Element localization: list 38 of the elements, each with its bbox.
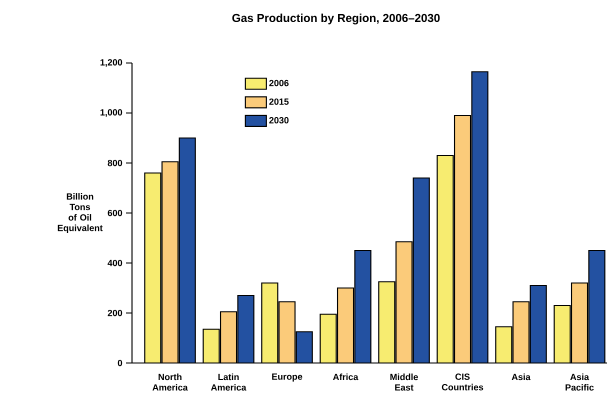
y-tick-label: 600 xyxy=(108,210,122,216)
bar xyxy=(354,250,371,363)
y-axis-title: Billion Tons of Oil Equivalent xyxy=(58,193,103,233)
x-tick-label: Africa xyxy=(332,374,358,380)
y-tick-label: 1,000 xyxy=(100,109,122,117)
x-tick-label: CIS Countries xyxy=(442,374,484,390)
chart-title: Gas Production by Region, 2006–2030 xyxy=(232,14,440,24)
bar xyxy=(179,138,196,363)
x-tick-label: Asia Pacific xyxy=(566,374,594,391)
bar xyxy=(162,162,178,363)
x-tick-label: Asia xyxy=(512,374,531,380)
bar xyxy=(530,286,546,363)
bar xyxy=(279,302,296,363)
y-tick-label: 1,200 xyxy=(100,59,122,67)
x-tick-label: Europe xyxy=(272,374,302,382)
y-tick-label: 0 xyxy=(118,360,122,366)
bar xyxy=(437,156,454,363)
bar xyxy=(238,296,254,363)
bar xyxy=(396,242,412,363)
bar xyxy=(338,288,354,363)
bar xyxy=(296,332,312,363)
bar xyxy=(588,250,606,363)
y-tick-label: 400 xyxy=(108,260,122,266)
bar xyxy=(472,72,488,363)
bar xyxy=(570,282,588,363)
legend-label: 2015 xyxy=(269,98,289,105)
x-tick-label: Latin America xyxy=(210,374,246,391)
x-tick-label: North America xyxy=(152,374,188,391)
legend-label: 2006 xyxy=(269,80,289,86)
y-tick-label: 200 xyxy=(108,310,122,316)
legend-label: 2030 xyxy=(269,117,289,124)
bar xyxy=(413,178,430,363)
bar xyxy=(513,302,530,363)
x-tick-label: Middle East xyxy=(390,374,418,391)
bar xyxy=(220,312,237,363)
y-tick-label: 800 xyxy=(108,160,122,166)
bar xyxy=(454,116,471,363)
bar xyxy=(144,173,161,363)
